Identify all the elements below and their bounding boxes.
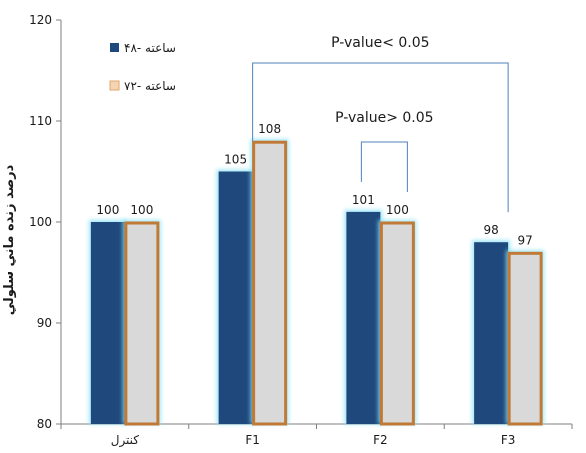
bar-series1-0 [90,222,125,424]
data-label: 97 [517,233,532,247]
annotation-text: P-value< 0.05 [331,35,429,51]
bar-series2-3 [507,251,543,426]
legend-label: ۴۸- ساعته [124,41,176,55]
bar-series2-2 [379,221,415,426]
significance-bracket-wide [252,62,509,213]
y-tick-label: 110 [29,114,52,128]
data-label: 98 [483,223,498,237]
bar-series1-1 [218,171,253,424]
bar-series1-3 [474,242,509,424]
x-tick-label: F1 [245,433,260,447]
annotation-text: P-value> 0.05 [335,110,433,126]
bar-series2-1 [252,140,288,426]
legend-label: ۷۲- ساعته [124,79,176,93]
bar-series1-2 [346,211,381,424]
data-label: 100 [96,203,119,217]
legend-swatch [109,80,120,91]
x-tick-label: کنترل [111,433,140,448]
y-tick-label: 80 [37,417,52,431]
y-tick-label: 100 [29,215,52,229]
bar-series2-0 [124,221,160,426]
data-label: 100 [386,203,409,217]
y-axis-label: درصد زنده ماني سلولي [2,164,17,315]
y-tick-label: 120 [29,13,52,27]
y-tick-label: 90 [37,316,52,330]
data-label: 101 [352,193,375,207]
data-label: 108 [258,122,281,136]
significance-bracket-small [360,141,408,192]
x-tick-label: F2 [373,433,388,447]
data-label: 105 [224,153,247,167]
legend-swatch [110,43,119,52]
x-tick-label: F3 [501,433,516,447]
data-label: 100 [130,203,153,217]
